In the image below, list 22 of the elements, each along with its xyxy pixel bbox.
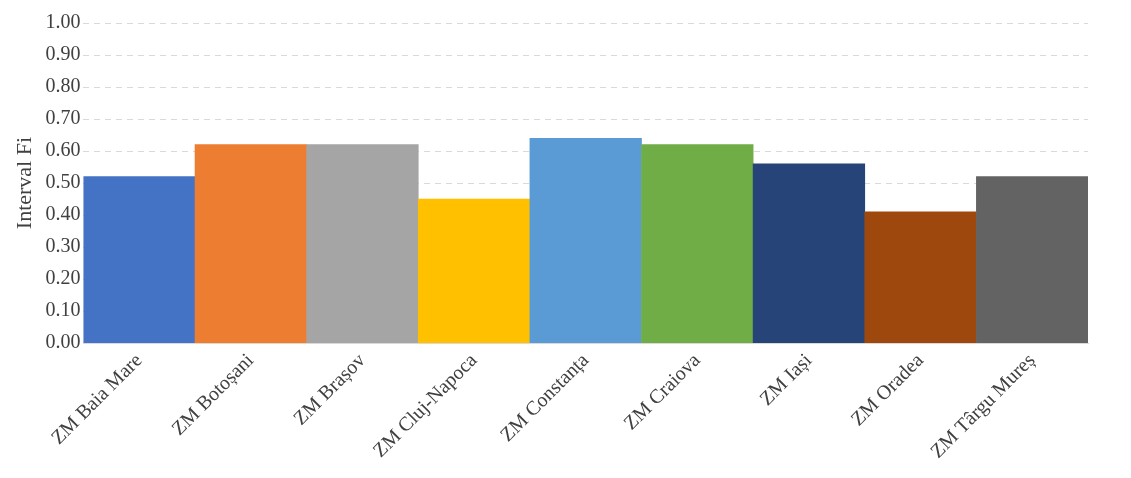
bar — [194, 144, 307, 343]
y-axis-title: Interval Fi — [10, 136, 36, 230]
bar — [641, 144, 754, 343]
bar — [976, 176, 1088, 343]
bar — [417, 198, 531, 343]
y-tick-label: 0.60 — [45, 138, 81, 161]
bar — [752, 163, 866, 343]
y-tick-label: 0.70 — [45, 106, 81, 129]
y-tick-label: 0.90 — [45, 42, 81, 65]
y-tick-label: 1.00 — [45, 10, 81, 33]
y-tick-label: 0.20 — [45, 266, 81, 289]
y-tick-label: 0.10 — [45, 298, 81, 321]
bar — [306, 144, 419, 343]
y-tick-label: 0.00 — [45, 330, 81, 353]
x-tick-label: ZM Iași — [754, 348, 817, 411]
bar — [529, 137, 642, 343]
y-tick-label: 0.40 — [45, 202, 81, 225]
y-tick-label: 0.80 — [45, 74, 81, 97]
y-tick-label: 0.50 — [45, 170, 81, 193]
bar — [864, 211, 977, 343]
bar — [83, 176, 196, 343]
y-tick-label: 0.30 — [45, 234, 81, 257]
